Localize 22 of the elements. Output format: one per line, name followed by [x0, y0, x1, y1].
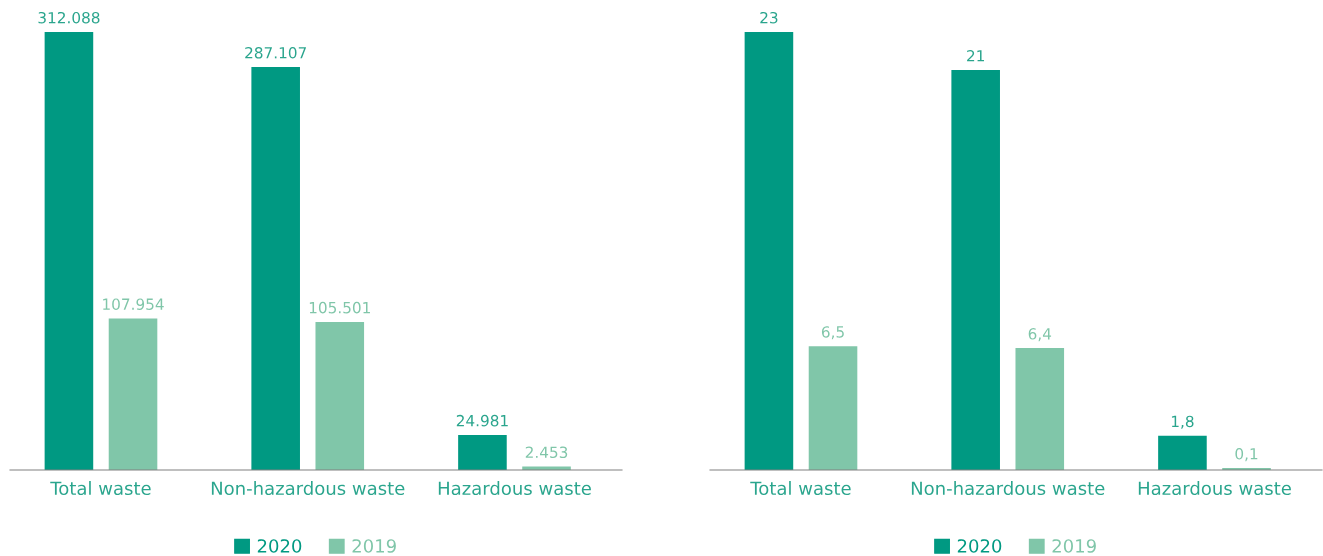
data-label: 0,1: [1235, 448, 1258, 462]
data-label: 2.453: [525, 446, 568, 459]
x-tick-label: Non-hazardous waste: [211, 481, 405, 496]
x-tick-label: Hazardous waste: [1138, 481, 1291, 496]
data-label: 105.501: [309, 301, 370, 314]
x-tick-label: Total waste: [50, 481, 151, 496]
x-tick-label: Non-hazardous waste: [911, 481, 1105, 496]
data-label: 6,5: [821, 326, 844, 340]
x-tick-label: Total waste: [750, 481, 851, 496]
data-label: 23: [760, 11, 778, 24]
data-label: 312.088: [38, 11, 100, 24]
data-label: 24.981: [456, 414, 508, 427]
data-label: 21: [967, 50, 984, 62]
legend-label: 2020: [957, 539, 1002, 553]
legend-label: 2020: [257, 539, 302, 553]
data-label: 1,8: [1171, 415, 1194, 429]
x-tick-label: Hazardous waste: [438, 481, 591, 496]
data-label: 107.954: [103, 298, 164, 310]
data-label: 287.107: [245, 46, 306, 59]
legend-label: 2019: [352, 539, 396, 553]
data-label: 6,4: [1028, 328, 1052, 342]
legend-label: 2019: [1052, 539, 1096, 553]
